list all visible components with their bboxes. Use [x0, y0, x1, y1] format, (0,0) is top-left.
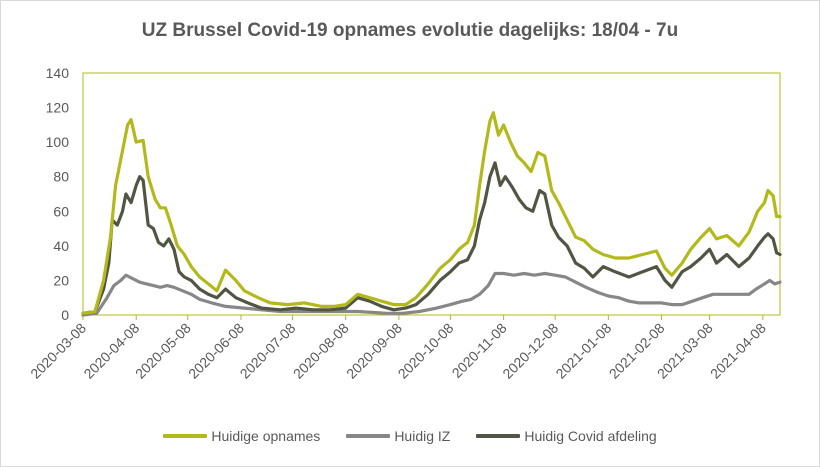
- y-tick-label: 80: [53, 169, 69, 185]
- x-tick-label: 2020-07-08: [237, 320, 299, 382]
- series-line-huidig-iz: [81, 271, 782, 317]
- legend-label-huidige-opnames: Huidige opnames: [211, 428, 321, 444]
- chart-title: UZ Brussel Covid-19 opnames evolutie dag…: [141, 20, 679, 41]
- series-line-huidige-opnames: [81, 111, 782, 315]
- x-tick-label: 2020-05-08: [132, 320, 194, 382]
- legend-item-huidig-covid-afdeling: Huidig Covid afdeling: [476, 428, 657, 444]
- x-tick-label: 2021-04-08: [707, 320, 769, 382]
- y-tick-label: 140: [46, 65, 70, 81]
- line-chart: 0 20 40 60 80 100 120 140 2020-03-082020-04-082…: [27, 65, 782, 382]
- legend-swatch-huidige-opnames: [163, 434, 208, 438]
- y-tick-label: 60: [53, 203, 69, 219]
- series-line-huidig-covid-afdeling: [81, 161, 782, 315]
- legend-item-huidig-iz: Huidig IZ: [346, 428, 450, 444]
- legend-swatch-huidig-covid-afdeling: [476, 434, 521, 438]
- x-tick-label: 2021-01-08: [552, 320, 614, 382]
- y-tick-label: 100: [46, 134, 70, 150]
- legend-item-huidige-opnames: Huidige opnames: [163, 428, 320, 444]
- legend-swatch-huidig-iz: [346, 434, 391, 438]
- x-tick-label: 2020-10-08: [395, 320, 457, 382]
- y-tick-label: 40: [53, 238, 69, 254]
- legend-label-huidig-iz: Huidig IZ: [394, 428, 451, 444]
- x-tick-label: 2020-03-08: [27, 320, 89, 382]
- legend-label-huidig-covid-afdeling: Huidig Covid afdeling: [524, 428, 657, 444]
- y-tick-label: 0: [61, 307, 69, 323]
- x-tick-label: 2020-12-08: [499, 320, 561, 382]
- plot-area-border: [82, 72, 781, 316]
- series-group: [81, 111, 782, 317]
- x-tick-label: 2020-08-08: [290, 320, 352, 382]
- y-tick-label: 120: [46, 100, 70, 116]
- x-axis: 2020-03-082020-04-082020-05-082020-06-08…: [27, 315, 769, 382]
- y-axis: 0 20 40 60 80 100 120 140: [46, 65, 70, 323]
- chart-legend: Huidige opnames Huidig IZ Huidig Covid a…: [0, 426, 820, 446]
- y-tick-label: 20: [53, 272, 69, 288]
